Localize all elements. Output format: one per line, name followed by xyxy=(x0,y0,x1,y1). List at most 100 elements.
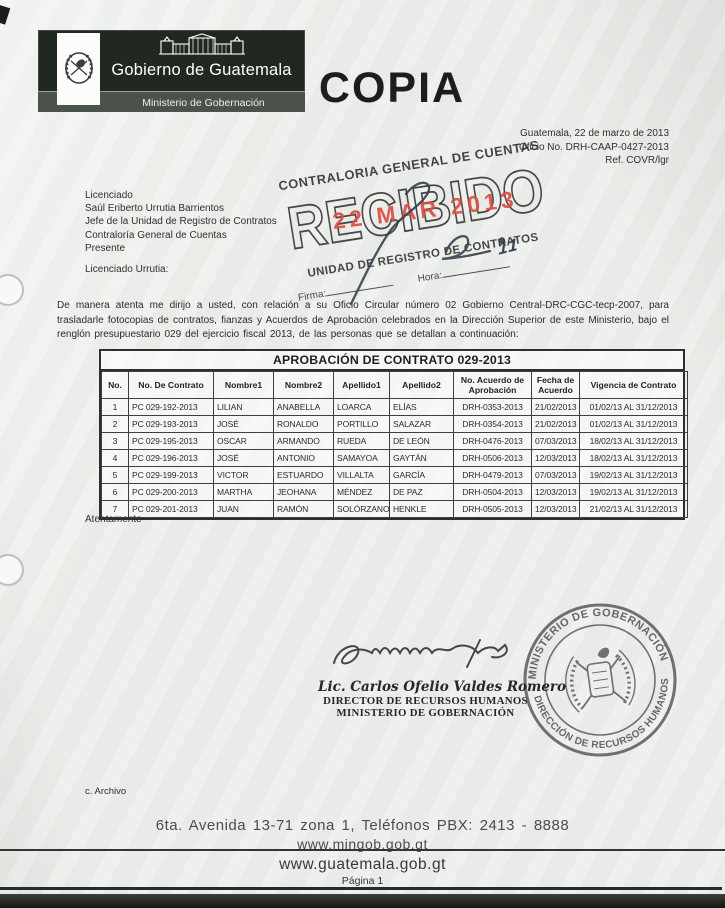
column-header: Apellido1 xyxy=(333,371,390,399)
table-cell: DRH-0479-2013 xyxy=(453,466,532,484)
footer-ministry-site: www.mingob.gob.gt xyxy=(297,836,428,852)
table-cell: DRH-0353-2013 xyxy=(453,398,532,416)
salutation: Licenciado Urrutia: xyxy=(85,264,169,275)
table-row: 4 PC 029-196-2013 JOSÉ ANTONIO SAMAYOA GAYTÁN… xyxy=(101,449,688,467)
coat-of-arms-icon xyxy=(64,52,93,84)
palace-icon xyxy=(158,33,245,55)
hora-label: Hora: xyxy=(417,270,443,285)
table-cell: PC 029-200-2013 xyxy=(128,483,214,501)
government-banner: Gobierno de Guatemala Ministerio de Gobe… xyxy=(38,30,305,112)
seal-coat-of-arms-icon xyxy=(565,647,636,713)
table-cell: GARCÍA xyxy=(389,466,454,484)
banner-main: Gobierno de Guatemala xyxy=(102,33,301,91)
column-header: No. Acuerdo de Aprobación xyxy=(453,371,532,399)
table-cell: DE LEÓN xyxy=(389,432,454,450)
table-cell: GAYTÁN xyxy=(389,449,454,467)
table-cell: JEOHANA xyxy=(273,483,334,501)
body-paragraph: De manera atenta me dirijo a usted, con … xyxy=(57,300,669,341)
column-header: Vigencia de Contrato xyxy=(579,371,688,399)
table-header-row: No. No. De Contrato Nombre1 Nombre2 Apellido… xyxy=(101,371,688,399)
table-cell: SOLÓRZANO xyxy=(333,500,390,518)
table-cell: RAMÓN xyxy=(273,500,334,518)
footer-divider xyxy=(0,849,725,851)
table-cell: 18/02/13 AL 31/12/2013 xyxy=(579,449,688,467)
recipient-line: Jefe de la Unidad de Registro de Contrat… xyxy=(85,216,277,228)
table-cell: 12/03/2013 xyxy=(531,483,580,501)
table-cell: PC 029-199-2013 xyxy=(128,466,214,484)
page-number: Página 1 xyxy=(341,875,384,887)
footer-address: 6ta. Avenida 13-71 zona 1, Teléfonos PBX… xyxy=(155,817,570,834)
table-cell: 3 xyxy=(101,432,129,450)
table-cell: 21/02/2013 xyxy=(531,398,580,416)
footer-gov-site: www.guatemala.gob.gt xyxy=(279,856,446,873)
table-cell: RUEDA xyxy=(333,432,390,450)
oficio-number-line: Oficio No. DRH-CAAP-0427-2013 xyxy=(518,141,669,153)
signature-block: Lic. Carlos Ofelio Valdes Romero DIRECTO… xyxy=(318,636,567,719)
recipient-line: Licenciado xyxy=(85,190,133,201)
table-cell: 07/03/2013 xyxy=(531,432,580,450)
column-header: Apellido2 xyxy=(389,371,454,399)
table-row: 1 PC 029-192-2013 LILIAN ANABELLA LOARCA ELÍA… xyxy=(101,398,688,416)
bottom-dark-bar xyxy=(0,894,725,908)
table-cell: 1 xyxy=(101,398,129,416)
table-cell: 01/02/13 AL 31/12/2013 xyxy=(579,398,688,416)
signer-name: Lic. Carlos Ofelio Valdes Romero xyxy=(318,679,567,695)
table-cell: DRH-0354-2013 xyxy=(453,415,532,433)
table-cell: 21/02/13 AL 31/12/2013 xyxy=(579,500,688,518)
table-cell: PC 029-195-2013 xyxy=(128,432,214,450)
table-cell: DRH-0476-2013 xyxy=(453,432,532,450)
ministry-strip xyxy=(38,91,305,112)
contracts-table-wrap: APROBACIÓN DE CONTRATO 029-2013 No. No. D… xyxy=(99,349,688,520)
table-cell: ANABELLA xyxy=(273,398,334,416)
signer-org: MINISTERIO DE GOBERNACIÓN xyxy=(336,707,515,719)
table-row: 2 PC 029-193-2013 JOSÉ RONALDO PORTILLO SALAZ… xyxy=(101,415,688,433)
column-header: No. De Contrato xyxy=(128,371,214,399)
table-cell: MARTHA xyxy=(213,483,274,501)
table-row: 6 PC 029-200-2013 MARTHA JEOHANA MÉNDEZ DE PA… xyxy=(101,483,688,501)
table-cell: SALAZAR xyxy=(389,415,454,433)
table-cell: 01/02/13 AL 31/12/2013 xyxy=(579,415,688,433)
table-cell: PC 029-193-2013 xyxy=(128,415,214,433)
column-header: No. xyxy=(101,371,129,399)
table-cell: DRH-0504-2013 xyxy=(453,483,532,501)
table-cell: PC 029-196-2013 xyxy=(128,449,214,467)
table-cell: JOSÉ xyxy=(213,415,274,433)
date-reference-block: Guatemala, 22 de marzo de 2013 Oficio No… xyxy=(519,127,669,168)
ministry-seal: MINISTERIO DE GOBERNACIÓN DIRECCIÓN DE R… xyxy=(518,598,680,761)
table-cell: 4 xyxy=(101,449,129,467)
table-cell: 12/03/2013 xyxy=(531,500,580,518)
table-row: 5 PC 029-199-2013 VICTOR ESTUARDO VILLALTA GA… xyxy=(101,466,688,484)
table-cell: ESTUARDO xyxy=(273,466,334,484)
column-header: Nombre1 xyxy=(213,371,274,399)
firma-label: Firma: xyxy=(297,288,328,304)
recipient-line: Saúl Eriberto Urrutia Barrientos xyxy=(85,203,224,215)
closing-word: Atentamente xyxy=(85,514,142,525)
table-cell: JUAN xyxy=(213,500,274,518)
ministry-title: Ministerio de Gobernación xyxy=(142,97,265,109)
cc-line: c. Archivo xyxy=(85,786,127,797)
table-title: APROBACIÓN DE CONTRATO 029-2013 xyxy=(101,351,683,371)
table-cell: DE PAZ xyxy=(389,483,454,501)
table-cell: 21/02/2013 xyxy=(531,415,580,433)
recipient-line: Presente xyxy=(85,242,126,254)
table-cell: VICTOR xyxy=(213,466,274,484)
table-cell: 18/02/13 AL 31/12/2013 xyxy=(579,432,688,450)
column-header: Nombre2 xyxy=(273,371,334,399)
table-cell: OSCAR xyxy=(213,432,274,450)
reference-line: Ref. COVR/lgr xyxy=(605,155,669,166)
column-header: Fecha de Acuerdo xyxy=(531,371,580,399)
recipient-block: Licenciado Saúl Eriberto Urrutia Barrien… xyxy=(85,189,277,255)
copy-watermark: COPIA xyxy=(318,64,466,112)
coat-of-arms-box xyxy=(57,33,100,105)
table-cell: PORTILLO xyxy=(333,415,390,433)
table-cell: 19/02/13 AL 31/12/2013 xyxy=(579,483,688,501)
table-cell: LOARCA xyxy=(333,398,390,416)
table-cell: VILLALTA xyxy=(333,466,390,484)
table-cell: ANTONIO xyxy=(273,449,334,467)
table-cell: DRH-0506-2013 xyxy=(453,449,532,467)
table-cell: ARMANDO xyxy=(273,432,334,450)
table-cell: SAMAYOA xyxy=(333,449,390,467)
contracts-table: No. No. De Contrato Nombre1 Nombre2 Apellido… xyxy=(101,371,688,518)
table-cell: MÉNDEZ xyxy=(333,483,390,501)
